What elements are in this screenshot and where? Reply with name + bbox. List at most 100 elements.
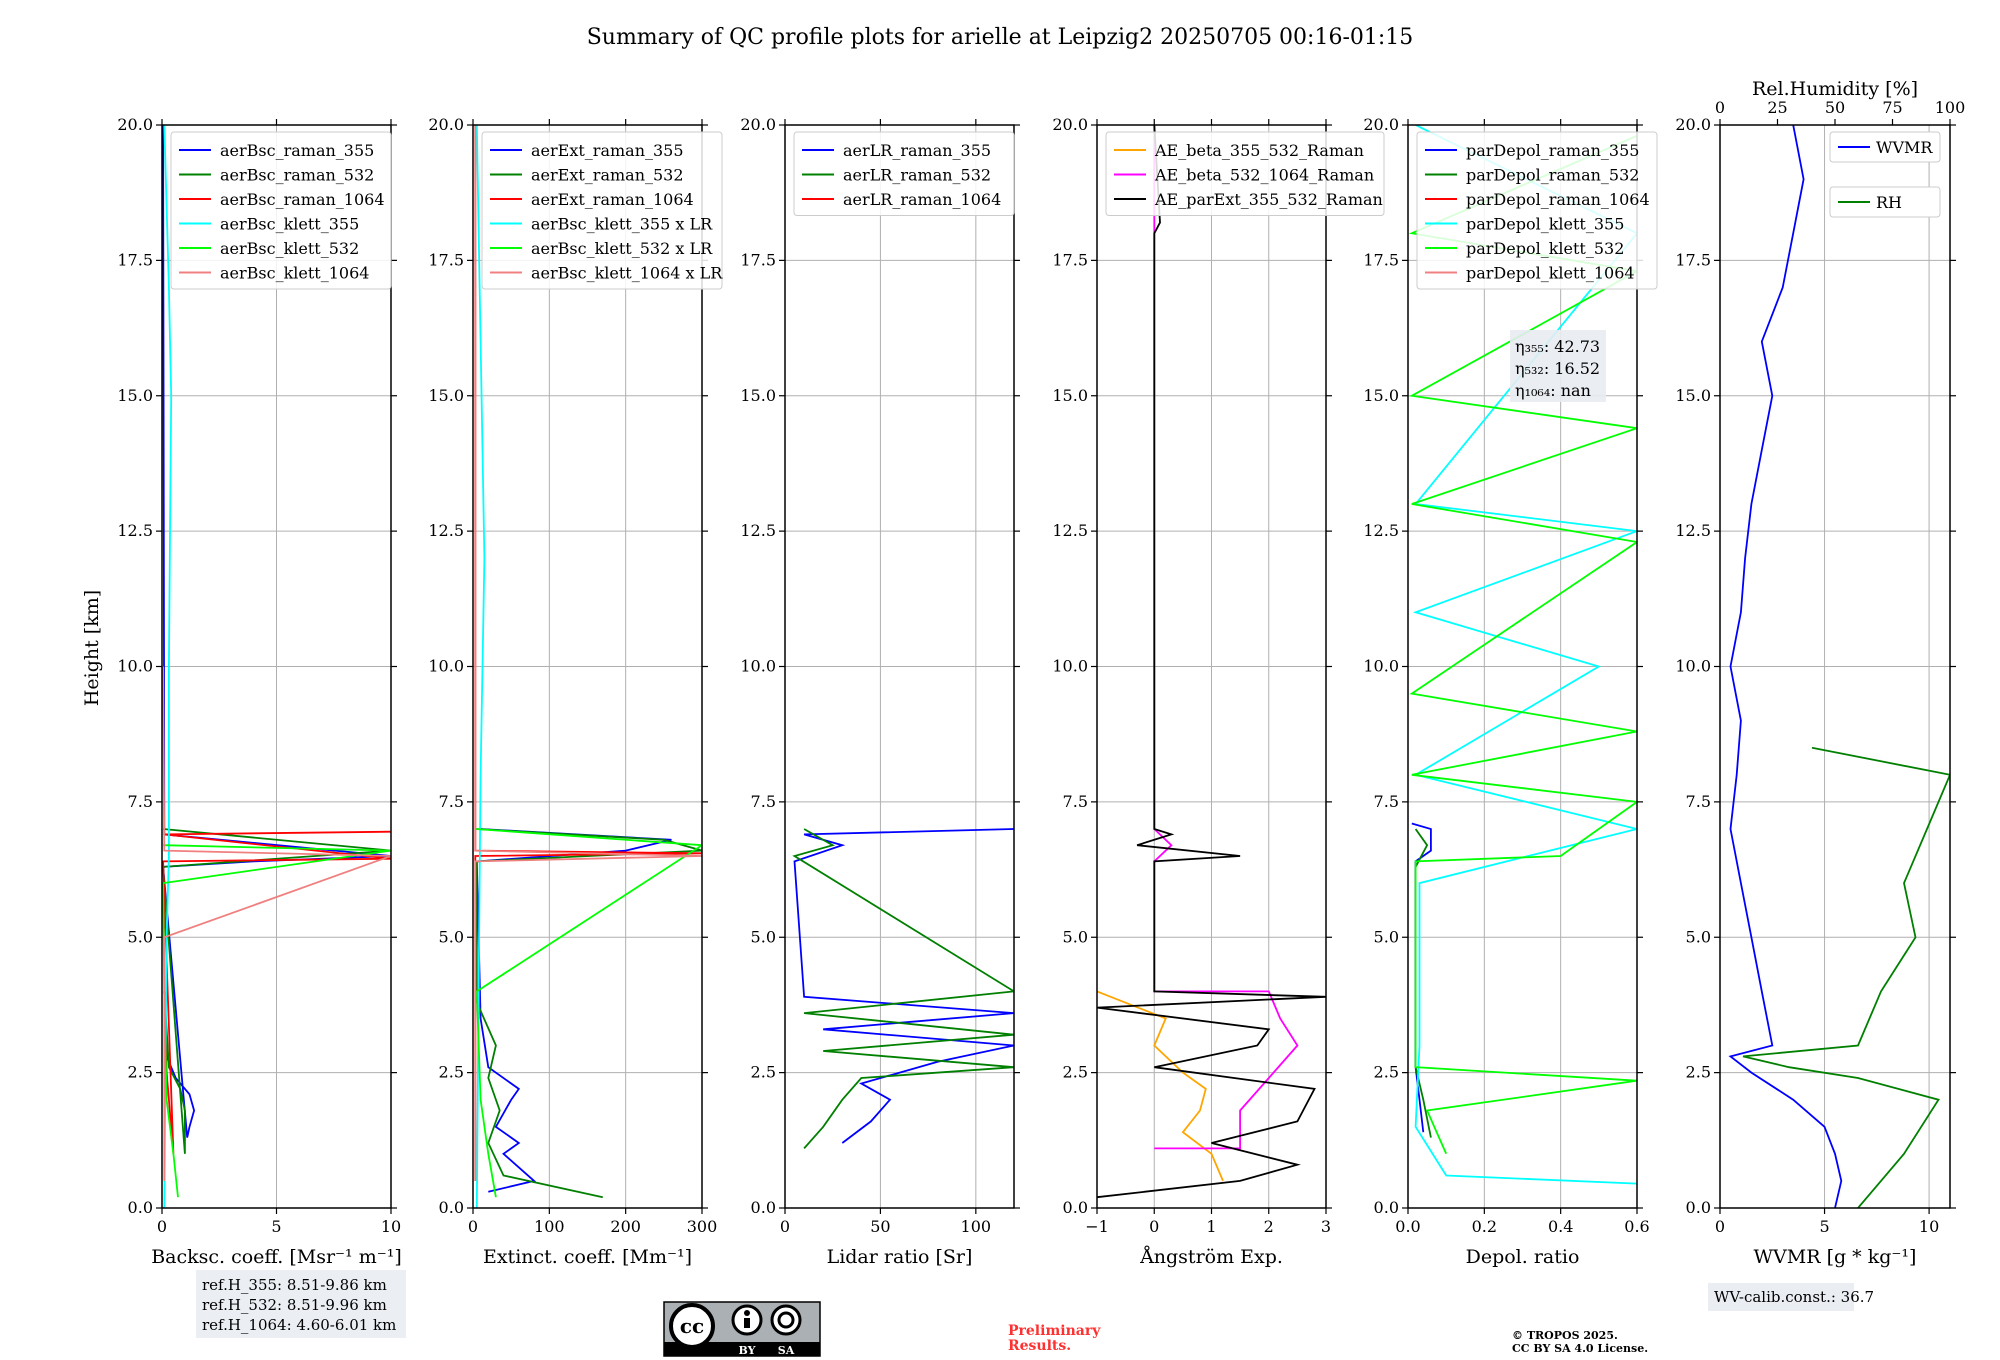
legend-entry: RH [1876,193,1902,212]
y-tick-label: 20.0 [117,115,153,134]
x-tick-label: 2 [1264,1217,1274,1236]
legend-entry: parDepol_klett_355 [1466,215,1624,234]
y-tick-label: 17.5 [740,250,776,269]
y-tick-label: 7.5 [1686,792,1711,811]
y-tick-label: 20.0 [428,115,464,134]
legend-entry: aerLR_raman_532 [843,166,991,185]
y-tick-label: 17.5 [1052,250,1088,269]
y-tick-label: 10.0 [428,657,464,676]
y-tick-label: 10.0 [117,657,153,676]
cc-by-text: BY [739,1344,756,1357]
y-tick-label: 5.0 [1686,927,1711,946]
y-tick-label: 5.0 [1063,927,1088,946]
legend-entry: aerBsc_raman_355 [220,141,374,160]
axes-frame [472,124,703,1209]
series-group [162,125,391,1208]
panel-bsc: 0.0 2.5 5.0 7.5 10.0 12.5 15.0 17.5 20.0 0 5 10 Back… [117,115,401,1268]
top-axis-label: Rel.Humidity [%] [1752,78,1918,100]
legend: aerBsc_raman_355 aerBsc_raman_532 aerBsc_r… [170,131,392,290]
legend-entry: aerBsc_klett_1064 [220,264,369,283]
legend-entry: parDepol_raman_532 [1466,166,1639,185]
series-group [474,125,702,1208]
legend-entry: aerExt_raman_355 [531,141,684,160]
legend-entry: aerBsc_klett_532 [220,239,359,258]
legend-entry: aerBsc_raman_1064 [220,190,385,209]
preliminary-line2: Results. [1008,1338,1071,1354]
y-tick-label: 15.0 [1052,386,1088,405]
preliminary-line1: Preliminary [1008,1323,1101,1339]
panel-wv: 0.02.55.07.510.012.515.017.520.00 5 10WVMR… [1675,78,1965,1268]
x-tick-label: 10 [381,1217,401,1236]
x-tick-label: −1 [1085,1217,1109,1236]
legend-box [481,131,723,290]
legend-entry: parDepol_raman_1064 [1466,190,1650,209]
legend-entry: aerBsc_klett_1064 x LR [531,264,723,283]
panel-ae: 0.0 2.5 5.0 7.5 10.0 12.5 15.0 17.5 20.0 −1 0 1 2 3 Ån… [1052,115,1385,1268]
series-aerBsc_raman_355 [162,125,391,1138]
x-tick-label: 50 [870,1217,890,1236]
series-AE_parExt_355_532_Raman [1097,125,1326,1199]
ref-height-532: ref.H_532: 8.51-9.96 km [202,1296,387,1314]
panel-ext: 0.0 2.5 5.0 7.5 10.0 12.5 15.0 17.5 20.0 0 100 200 3… [428,115,723,1268]
legend: aerExt_raman_355 aerExt_raman_532 aerExt_r… [481,131,723,290]
share-alike-icon [777,1311,795,1329]
series-aerBsc_raman_1064 [162,830,391,1154]
legend-entry: WVMR [1876,138,1933,157]
y-tick-label: 15.0 [740,386,776,405]
legend-entry: aerBsc_klett_532 x LR [531,239,713,258]
y-tick-label: 2.5 [439,1063,464,1082]
legend-entry: aerBsc_klett_355 x LR [531,215,713,234]
y-tick-label: 12.5 [740,521,776,540]
eta-value: η₁₀₆₄: nan [1515,381,1591,400]
legend-entry: AE_beta_532_1064_Raman [1154,166,1374,185]
eta-value: η₅₃₂: 16.52 [1515,359,1600,378]
legend-entry: parDepol_raman_355 [1466,141,1639,160]
y-tick-label: 7.5 [1063,792,1088,811]
x-tick-label: 1 [1206,1217,1216,1236]
legend-entry: AE_parExt_355_532_Raman [1154,190,1383,209]
y-tick-label: 0.0 [128,1198,153,1217]
wv-calibration-text: WV-calib.const.: 36.7 [1714,1288,1874,1306]
x-tick-label: 0 [1715,1217,1725,1236]
x-axis-label: WVMR [g * kg⁻¹] [1754,1246,1917,1268]
legend-entry: aerBsc_klett_355 [220,215,359,234]
legend: WVMR RH [1829,131,1941,218]
y-tick-label: 15.0 [1363,386,1399,405]
axes-frame [1407,124,1638,1209]
x-tick-label: 0.4 [1548,1217,1573,1236]
y-tick-label: 17.5 [428,250,464,269]
axes-frame [161,124,392,1209]
y-tick-label: 20.0 [740,115,776,134]
x-tick-label: 0.2 [1472,1217,1497,1236]
legend-entry: aerLR_raman_355 [843,141,991,160]
x-tick-label: 3 [1321,1217,1331,1236]
series-aerExt_raman_532 [475,828,702,1199]
series-aerBsc_klett_1064 [162,666,391,1181]
series-group [1728,125,1950,1208]
top-tick-label: 50 [1825,98,1845,117]
legend-entry: aerExt_raman_532 [531,166,684,185]
legend-entry: aerLR_raman_1064 [843,190,1001,209]
legend-entry: aerExt_raman_1064 [531,190,694,209]
y-tick-label: 17.5 [1363,250,1399,269]
legend-box [170,131,392,290]
y-tick-label: 2.5 [1374,1063,1399,1082]
series-group [792,828,1014,1149]
y-tick-label: 2.5 [751,1063,776,1082]
y-tick-label: 12.5 [1363,521,1399,540]
legend-entry: parDepol_klett_1064 [1466,264,1635,283]
x-tick-label: 10 [1919,1217,1939,1236]
y-tick-label: 7.5 [439,792,464,811]
series-aerBsc_raman_532 [162,828,391,1154]
x-tick-label: 100 [534,1217,565,1236]
panel-lr: 0.0 2.5 5.0 7.5 10.0 12.5 15.0 17.5 20.0 0 50 100 Li… [740,115,1020,1268]
y-tick-label: 0.0 [439,1198,464,1217]
y-tick-label: 15.0 [117,386,153,405]
y-tick-label: 12.5 [1052,521,1088,540]
x-tick-label: 0.6 [1624,1217,1649,1236]
legend: aerLR_raman_355 aerLR_raman_532 aerLR_rama… [793,131,1015,216]
ref-height-1064: ref.H_1064: 4.60-6.01 km [202,1316,396,1334]
wv-calibration-box: WV-calib.const.: 36.7 [1708,1283,1874,1311]
panels: 0.02.55.07.510.012.515.017.520.00 5 10Back… [117,78,1965,1268]
